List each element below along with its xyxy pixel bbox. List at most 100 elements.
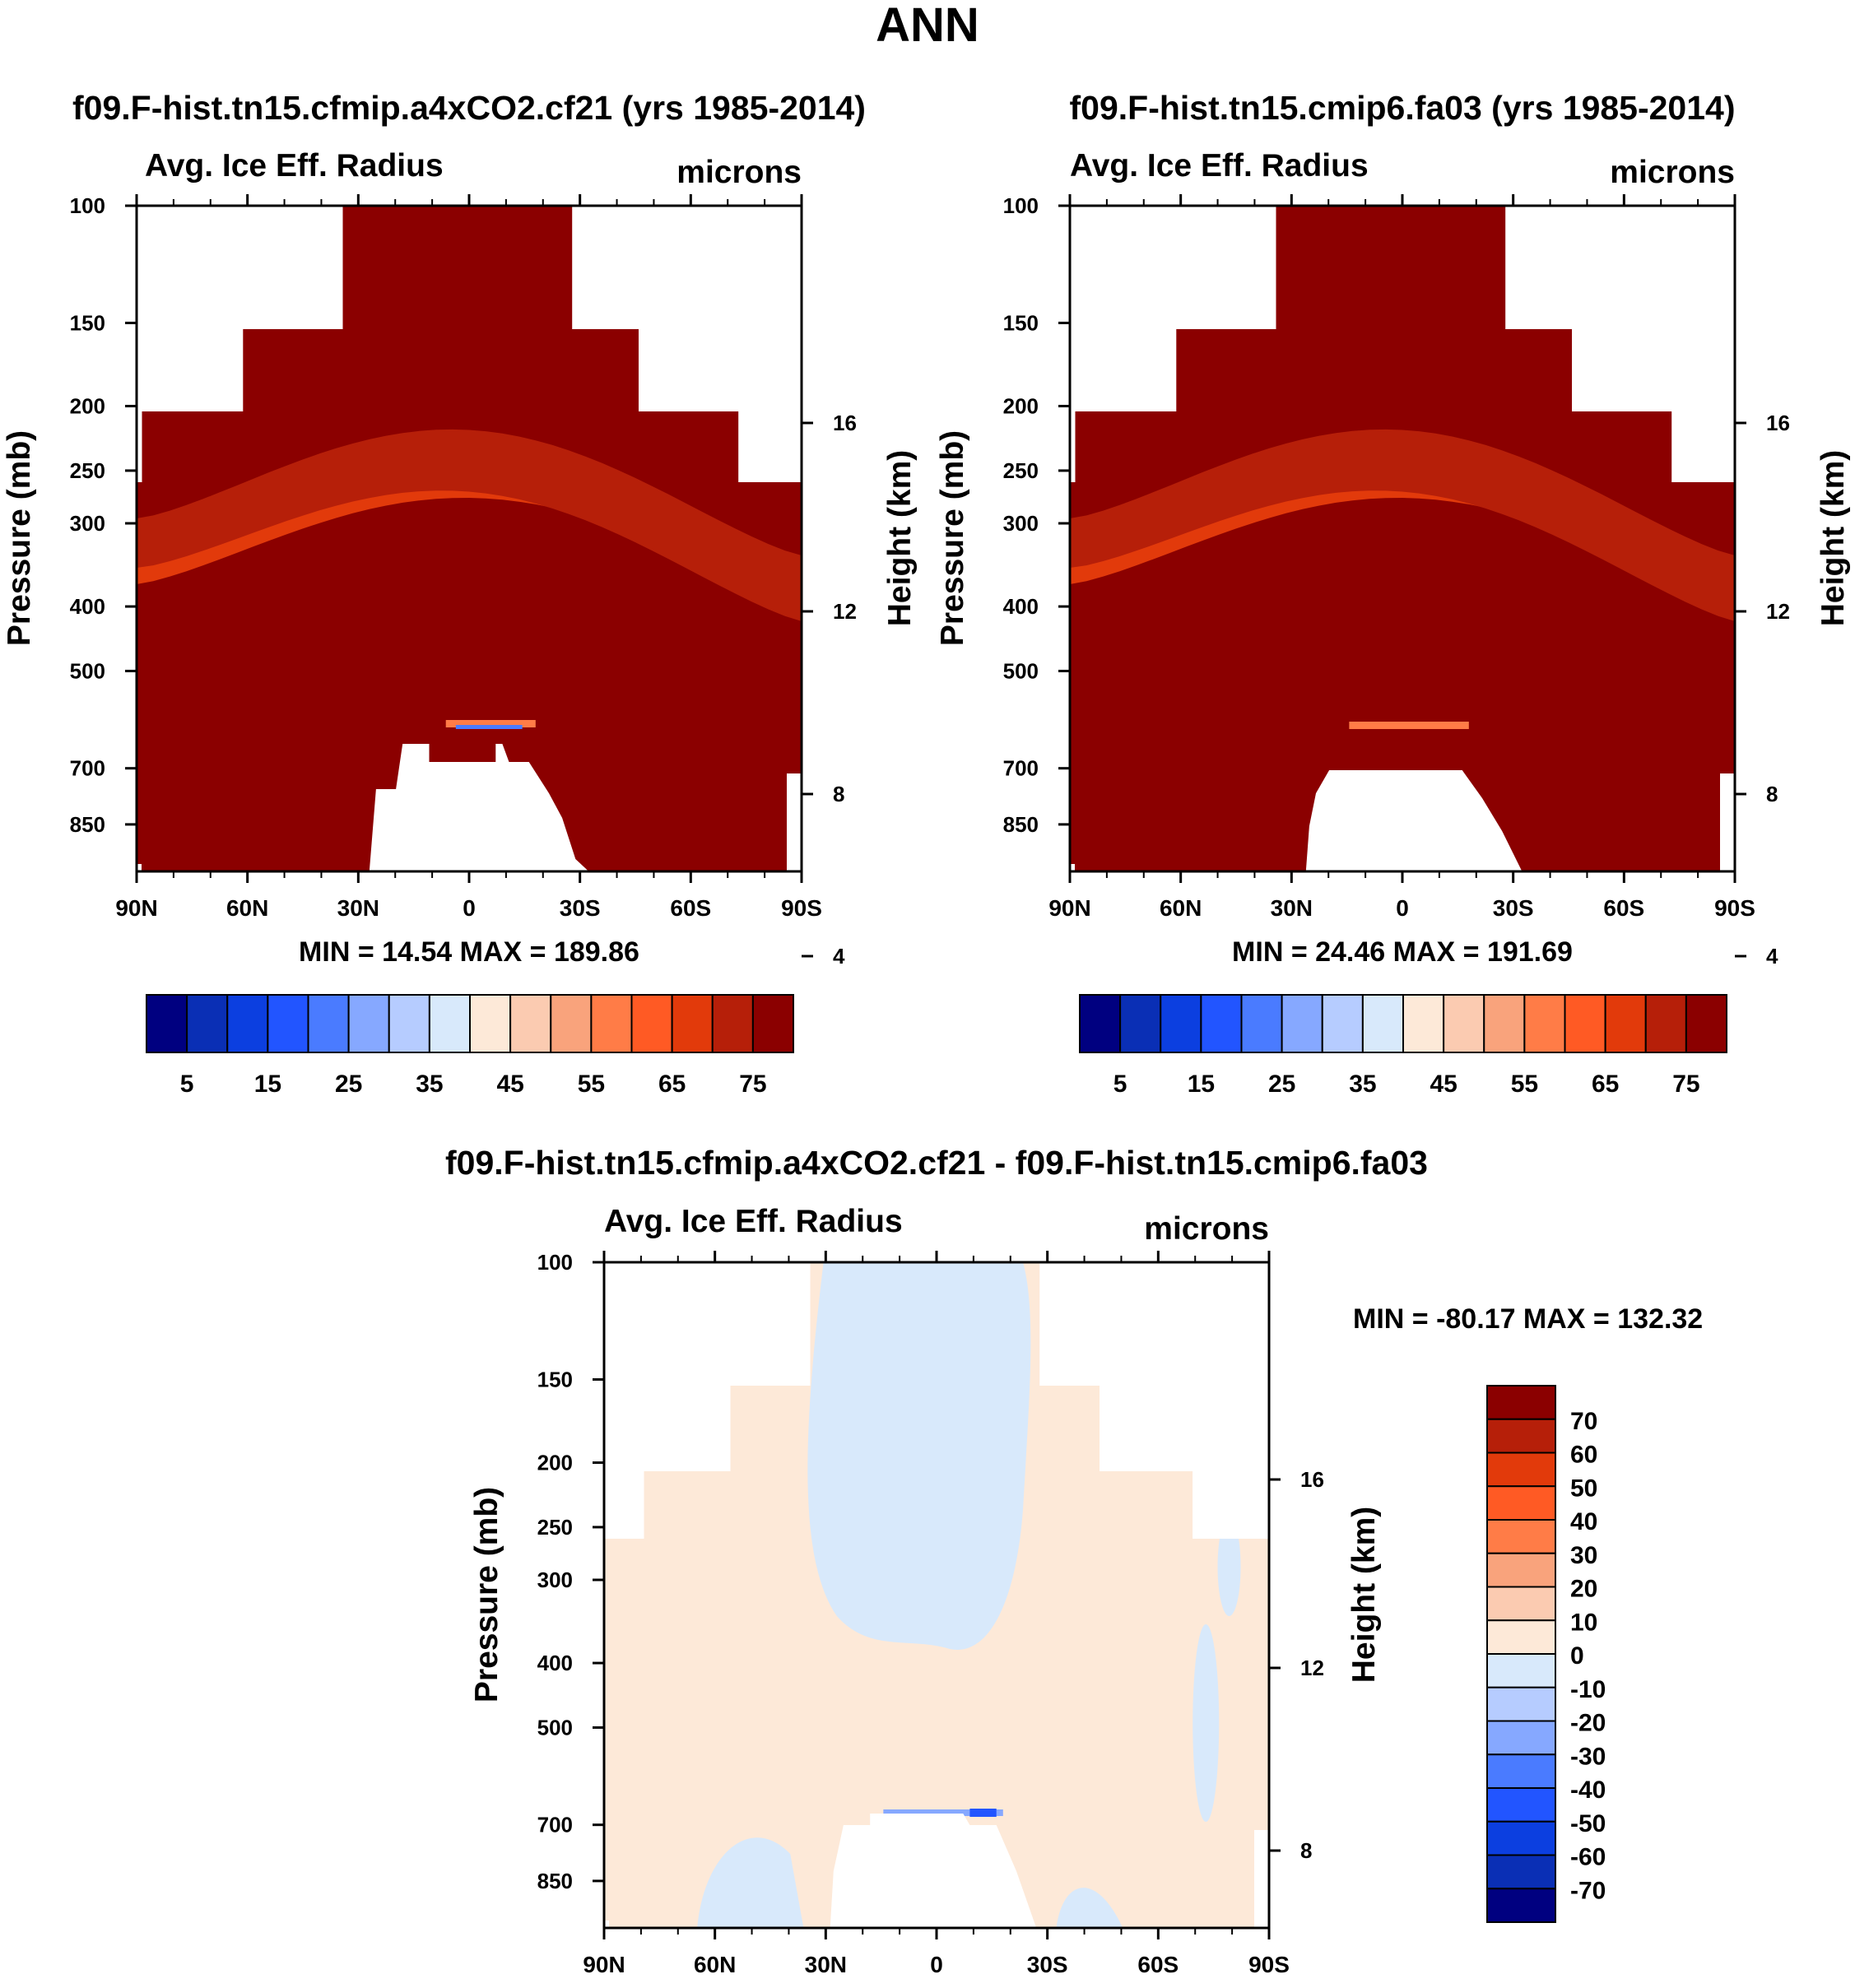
y-tick-label: 100 (537, 1250, 573, 1275)
contour-band (1056, 1888, 1123, 1928)
colorbar-swatch (1402, 994, 1445, 1053)
colorbar-swatch (1079, 994, 1122, 1053)
y2-tick-label: 16 (1766, 411, 1790, 435)
topography-mask (1305, 770, 1523, 871)
y-tick-label: 150 (1003, 310, 1039, 335)
colorbar-label: 20 (1570, 1576, 1597, 1603)
x-tick-label: 30N (1271, 895, 1313, 921)
colorbar-label: 0 (1570, 1642, 1584, 1670)
colorbar-label: 5 (180, 1071, 194, 1098)
colorbar-swatch (1240, 994, 1283, 1053)
colorbar-label: 40 (1570, 1508, 1597, 1535)
panel-1-y2label: Height (km) (882, 450, 918, 627)
y-tick-label: 700 (1003, 756, 1039, 781)
colorbar-swatch (1486, 1686, 1556, 1722)
panel-1-axes: 90N 60N 30N 0 30S 60S 90S 100 150 200 250 300 400 500… (70, 193, 857, 968)
colorbar-swatch (1361, 994, 1404, 1053)
panel-1-variable: Avg. Ice Eff. Radius (145, 148, 444, 183)
panel-2-variable: Avg. Ice Eff. Radius (1070, 148, 1369, 183)
panel-1-field (137, 206, 802, 871)
y2-tick-label: 8 (1300, 1838, 1312, 1863)
colorbar-swatch (1486, 1854, 1556, 1890)
colorbar-swatch (590, 994, 633, 1053)
colorbar-swatch (1486, 1888, 1556, 1923)
colorbar-swatch (630, 994, 673, 1053)
colorbar-label: 75 (1672, 1071, 1699, 1098)
x-tick-label: 30S (560, 895, 601, 921)
colorbar-label: -50 (1570, 1810, 1606, 1837)
colorbar-label: 55 (578, 1071, 605, 1098)
colorbar-swatch (1483, 994, 1526, 1053)
y-tick-label: 850 (1003, 812, 1039, 837)
x-tick-label: 0 (1396, 895, 1409, 921)
colorbar-swatch (307, 994, 350, 1053)
colorbar-swatch (388, 994, 430, 1053)
colorbar-swatch (671, 994, 714, 1053)
colorbar-swatch (1564, 994, 1606, 1053)
colorbar-label: -60 (1570, 1844, 1606, 1871)
contour-band (445, 720, 536, 727)
y-tick-label: 100 (70, 193, 105, 218)
panel-3-colorbar: 70 60 50 40 30 20 10 0 -10 -20 -30 -40 -50 -60 -70 (1486, 1385, 1606, 1923)
missing-data-mask (604, 1262, 1269, 1539)
y-tick-label: 850 (537, 1869, 573, 1893)
x-tick-label: 90N (115, 895, 157, 921)
colorbar-label: 45 (1430, 1071, 1457, 1098)
x-tick-label: 90S (781, 895, 822, 921)
colorbar-label: 75 (739, 1071, 766, 1098)
x-tick-label: 60N (694, 1952, 736, 1977)
missing-data-mask (1720, 773, 1735, 871)
y-tick-label: 700 (537, 1813, 573, 1837)
panel-1-ylabel: Pressure (mb) (2, 430, 37, 646)
colorbar-swatch (1200, 994, 1243, 1053)
y2-tick-label: 16 (833, 411, 857, 435)
y-tick-label: 100 (1003, 193, 1039, 218)
colorbar-label: 25 (1268, 1071, 1295, 1098)
colorbar-swatch (550, 994, 593, 1053)
colorbar-swatch (1321, 994, 1364, 1053)
y-tick-label: 300 (1003, 511, 1039, 536)
colorbar-swatch (1523, 994, 1566, 1053)
colorbar-label: 55 (1511, 1071, 1538, 1098)
y-tick-label: 200 (70, 394, 105, 419)
panel-2-field (1070, 206, 1735, 871)
colorbar-label: 5 (1113, 1071, 1127, 1098)
y-tick-label: 400 (537, 1651, 573, 1675)
missing-data-mask (787, 773, 802, 871)
colorbar-swatch (428, 994, 471, 1053)
y2-tick-label: 16 (1300, 1467, 1324, 1492)
colorbar-swatch (1443, 994, 1485, 1053)
y2-tick-label: 12 (1766, 599, 1790, 624)
topography-mask (830, 1814, 1037, 1928)
colorbar-label: 65 (1592, 1071, 1619, 1098)
x-tick-label: 60N (1160, 895, 1202, 921)
page-title: ANN (876, 0, 979, 52)
colorbar-label: 35 (1349, 1071, 1376, 1098)
colorbar-swatch (1160, 994, 1202, 1053)
panel-2-axes: 90N 60N 30N 0 30S 60S 90S 100 150 200 250 300 400 500… (1003, 193, 1790, 968)
colorbar-swatch (1486, 1418, 1556, 1454)
y-tick-label: 400 (70, 594, 105, 619)
y-tick-label: 150 (537, 1367, 573, 1391)
panel-3-y2label: Height (km) (1346, 1507, 1382, 1684)
x-tick-label: 30N (805, 1952, 847, 1977)
y-tick-label: 250 (70, 458, 105, 483)
x-tick-label: 30S (1027, 1952, 1068, 1977)
colorbar-swatch (1486, 1720, 1556, 1756)
panel-3-units: microns (1144, 1211, 1269, 1247)
colorbar-swatch (1281, 994, 1323, 1053)
colorbar-swatch (711, 994, 754, 1053)
colorbar-swatch (186, 994, 229, 1053)
colorbar-label: 50 (1570, 1475, 1597, 1502)
colorbar-swatch (1119, 994, 1162, 1053)
y-tick-label: 500 (1003, 658, 1039, 683)
panel-3-ylabel: Pressure (mb) (469, 1487, 504, 1702)
panel-2-stats: MIN = 24.46 MAX = 191.69 (1232, 936, 1573, 968)
colorbar-swatch (1486, 1452, 1556, 1488)
x-tick-label: 60N (226, 895, 268, 921)
y-tick-label: 300 (537, 1568, 573, 1592)
panel-2-ylabel: Pressure (mb) (935, 430, 970, 646)
missing-data-mask (137, 206, 802, 482)
panel-2-colorbar: 5 15 25 35 45 55 65 75 (1079, 994, 1727, 1098)
